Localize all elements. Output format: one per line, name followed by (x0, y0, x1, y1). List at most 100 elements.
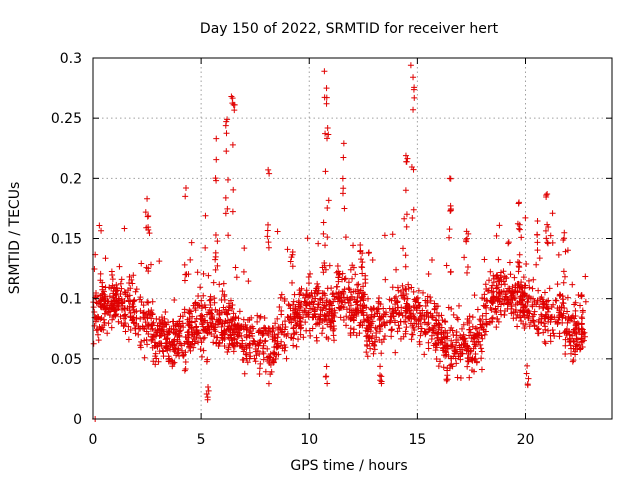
data-point (547, 314, 554, 321)
data-point (188, 325, 195, 332)
data-point (270, 325, 277, 332)
data-point (212, 231, 219, 238)
data-point (327, 323, 334, 330)
data-point (541, 320, 548, 327)
data-point (328, 302, 335, 309)
data-point (202, 327, 209, 334)
data-point (226, 340, 233, 347)
data-point (493, 285, 500, 292)
data-point (162, 309, 169, 316)
data-point (206, 309, 213, 316)
data-point (323, 94, 330, 101)
data-point (531, 322, 538, 329)
data-point (346, 305, 353, 312)
data-point (377, 377, 384, 384)
data-point (287, 316, 294, 323)
data-point (204, 356, 211, 363)
data-point (211, 324, 218, 331)
data-point (508, 294, 515, 301)
data-point (221, 330, 228, 337)
data-point (362, 272, 369, 279)
data-point (402, 187, 409, 194)
data-point (200, 292, 207, 299)
data-point (194, 269, 201, 276)
data-point (540, 298, 547, 305)
data-point (132, 330, 139, 337)
data-point (321, 68, 328, 75)
data-point (415, 287, 422, 294)
data-point (324, 135, 331, 142)
data-point (578, 331, 585, 338)
data-point (517, 293, 524, 300)
data-point (434, 330, 441, 337)
data-point (446, 226, 453, 233)
data-point (408, 336, 415, 343)
data-point (507, 271, 514, 278)
data-point (487, 268, 494, 275)
data-point (355, 281, 362, 288)
data-point (205, 323, 212, 330)
data-point (224, 310, 231, 317)
x-tick-labels: 0 5 10 15 20 (89, 432, 535, 448)
data-point (402, 263, 409, 270)
data-point (213, 177, 220, 184)
data-point (133, 286, 140, 293)
data-point (486, 277, 493, 284)
y-tick-label: 0.25 (51, 111, 82, 127)
y-tick-labels: 0 0.05 0.1 0.15 0.2 0.25 0.3 (51, 51, 82, 428)
data-point (221, 331, 228, 338)
data-point (464, 269, 471, 276)
data-point (290, 342, 297, 349)
data-point (250, 325, 257, 332)
data-point (109, 271, 116, 278)
data-point (377, 323, 384, 330)
data-point (117, 290, 124, 297)
data-point (302, 319, 309, 326)
data-point (521, 325, 528, 332)
data-point (104, 330, 111, 337)
data-point (454, 374, 461, 381)
data-point (514, 280, 521, 287)
data-point (192, 299, 199, 306)
data-point (372, 324, 379, 331)
data-point (198, 353, 205, 360)
data-point (562, 342, 569, 349)
data-point (493, 309, 500, 316)
data-point (254, 318, 261, 325)
data-point (214, 262, 221, 269)
data-point (107, 302, 114, 309)
data-point (334, 298, 341, 305)
data-point (322, 168, 329, 175)
data-point (564, 294, 571, 301)
data-point (308, 289, 315, 296)
data-point (91, 309, 98, 316)
data-point (516, 251, 523, 258)
data-point (279, 321, 286, 328)
data-point (357, 287, 364, 294)
data-point (91, 266, 98, 273)
data-point (137, 294, 144, 301)
data-point (560, 237, 567, 244)
data-point (533, 261, 540, 268)
data-point (291, 291, 298, 298)
data-point (182, 184, 189, 191)
data-point (579, 338, 586, 345)
data-point (478, 345, 485, 352)
data-point (162, 344, 169, 351)
data-point (307, 292, 314, 299)
data-point (495, 256, 502, 263)
data-point (411, 94, 418, 101)
data-point (473, 358, 480, 365)
data-point (117, 313, 124, 320)
data-point (126, 292, 133, 299)
data-point (122, 328, 129, 335)
data-point (136, 296, 143, 303)
data-point (544, 190, 551, 197)
data-point (394, 284, 401, 291)
data-point (98, 227, 105, 234)
data-point (483, 297, 490, 304)
data-point (360, 297, 367, 304)
data-point (127, 285, 134, 292)
data-point (410, 74, 417, 81)
data-point (431, 322, 438, 329)
